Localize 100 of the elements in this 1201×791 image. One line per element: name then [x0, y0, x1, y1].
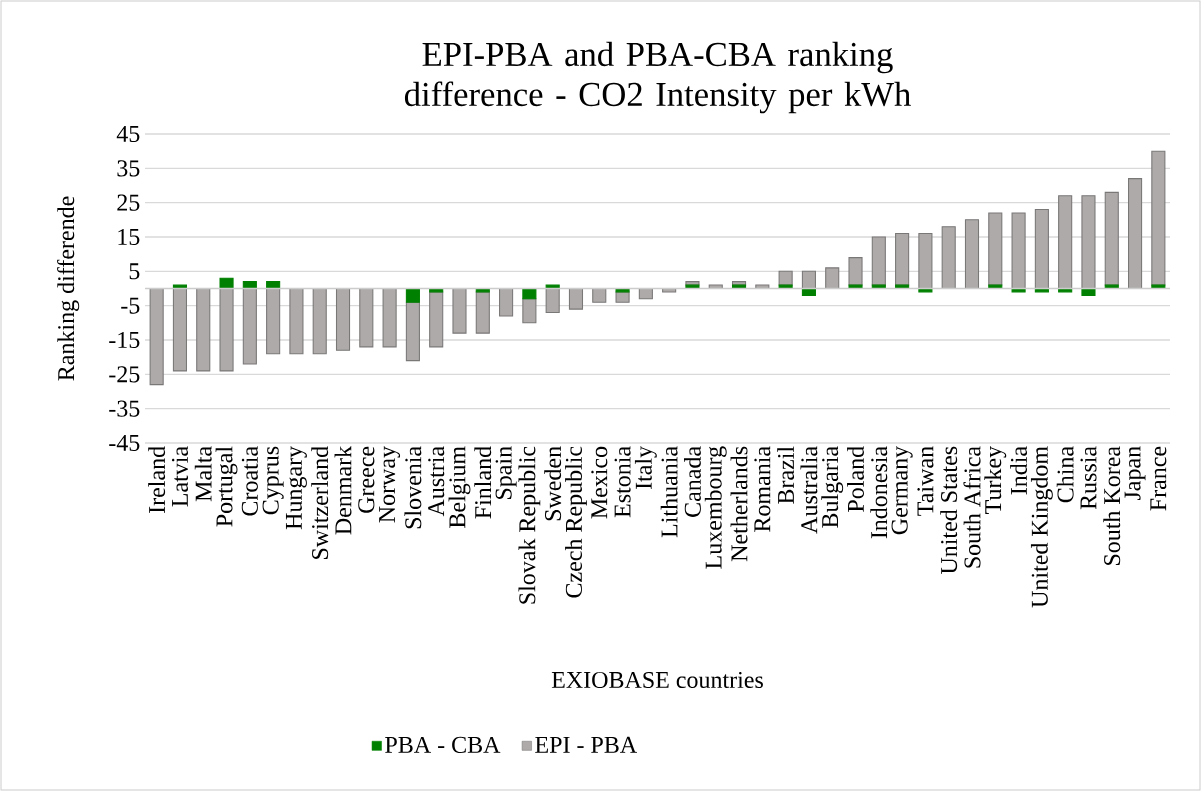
x-tick-label: South Africa — [963, 446, 981, 568]
bar — [1081, 195, 1096, 290]
x-tick-label: Bulgaria — [821, 446, 844, 528]
bar — [382, 287, 397, 348]
bar — [429, 287, 444, 293]
x-tick-label: Croatia — [241, 446, 258, 516]
bar — [871, 284, 886, 290]
bar — [266, 287, 281, 355]
bar — [964, 219, 980, 290]
bar — [1081, 287, 1096, 296]
bar — [335, 287, 351, 351]
x-tick-label: Brazil — [777, 446, 795, 504]
y-tick-label: 5 — [129, 263, 140, 280]
bar — [289, 287, 304, 355]
x-tick-label: Poland — [847, 446, 864, 512]
y-tick-label: -25 — [109, 366, 140, 383]
bar — [475, 291, 490, 334]
x-tick-label: Italy — [634, 445, 657, 490]
x-tick-label: Finland — [474, 446, 492, 519]
bar — [219, 277, 234, 290]
bar — [522, 298, 537, 324]
bar — [918, 287, 933, 293]
x-tick-label: China — [1056, 446, 1074, 503]
y-tick-label: -35 — [109, 400, 140, 417]
x-tick-label: South Korea — [1103, 446, 1121, 565]
y-tick-label: -15 — [109, 331, 140, 349]
bar — [1104, 284, 1119, 290]
bar — [941, 226, 956, 290]
bar — [1058, 195, 1073, 290]
bar — [149, 287, 164, 386]
bar — [1128, 178, 1143, 290]
bar — [242, 287, 257, 365]
x-tick-label: Hungary — [285, 446, 307, 530]
x-tick-label: Slovak Republic — [518, 446, 541, 604]
x-tick-label: France — [1150, 446, 1167, 511]
bar — [1034, 287, 1049, 293]
bar — [662, 287, 677, 293]
x-tick-label: Netherlands — [730, 446, 748, 562]
bar — [592, 287, 607, 303]
bar — [499, 287, 514, 317]
x-tick-label: India — [1010, 446, 1028, 495]
x-tick-label: United States — [940, 446, 958, 575]
bar — [801, 270, 816, 290]
bar — [988, 284, 1003, 290]
x-tick-label: Spain — [495, 446, 517, 499]
x-tick-label: Malta — [194, 446, 212, 502]
bar — [312, 287, 327, 355]
x-tick-label: Turkey — [984, 445, 1007, 514]
x-tick-label: Latvia — [171, 446, 189, 507]
bar — [172, 284, 188, 290]
bar — [172, 287, 188, 372]
x-tick-label: Norway — [379, 446, 401, 523]
bar — [429, 291, 444, 348]
bar — [452, 287, 467, 334]
bar — [1011, 212, 1026, 290]
bar — [1104, 191, 1119, 286]
x-tick-label: Cyprus — [262, 446, 284, 515]
x-tick-label: Sweden — [544, 446, 562, 521]
x-tick-label: Lithuania — [660, 446, 678, 538]
bar — [778, 284, 793, 290]
y-tick-label: 45 — [116, 125, 140, 143]
bar — [615, 287, 630, 293]
x-tick-label: Japan — [1124, 446, 1146, 501]
x-tick-label: Germany — [891, 446, 913, 535]
bar — [1034, 208, 1049, 290]
bar — [848, 257, 863, 286]
bar — [196, 287, 211, 372]
x-tick-label: Slovenia — [404, 446, 422, 529]
y-axis-title: Ranking differende — [57, 196, 80, 381]
x-tick-label: Indonesia — [870, 446, 888, 539]
bar — [778, 270, 793, 286]
x-tick-label: Greece — [358, 446, 375, 513]
x-tick-label: Czech Republic — [565, 446, 587, 598]
bar — [895, 284, 910, 290]
bar — [475, 287, 490, 293]
x-tick-label: Russia — [1080, 446, 1097, 510]
x-tick-label: Canada — [683, 446, 701, 517]
x-tick-label: Portugal — [215, 446, 238, 527]
bar — [848, 284, 863, 290]
y-tick-label: 35 — [117, 160, 140, 177]
x-tick-label: Estonia — [614, 446, 631, 518]
bar — [405, 301, 420, 362]
x-tick-label: Belgium — [448, 446, 471, 528]
bar — [545, 287, 560, 314]
y-tick-label: -5 — [121, 297, 140, 314]
bar — [755, 284, 770, 290]
bar — [825, 267, 840, 290]
bar — [895, 233, 910, 286]
bar — [568, 287, 584, 310]
legend-label: PBA - CBA — [385, 736, 501, 753]
y-tick-label: 25 — [117, 194, 140, 211]
bar — [1151, 284, 1166, 290]
bar — [359, 287, 374, 348]
x-tick-label: Mexico — [591, 446, 608, 519]
bar — [1151, 150, 1166, 286]
x-tick-label: Luxembourg — [704, 446, 727, 569]
x-tick-label: Ireland — [148, 446, 166, 514]
bar — [615, 291, 630, 303]
bar — [219, 287, 234, 372]
x-axis-title: EXIOBASE countries — [551, 671, 763, 689]
